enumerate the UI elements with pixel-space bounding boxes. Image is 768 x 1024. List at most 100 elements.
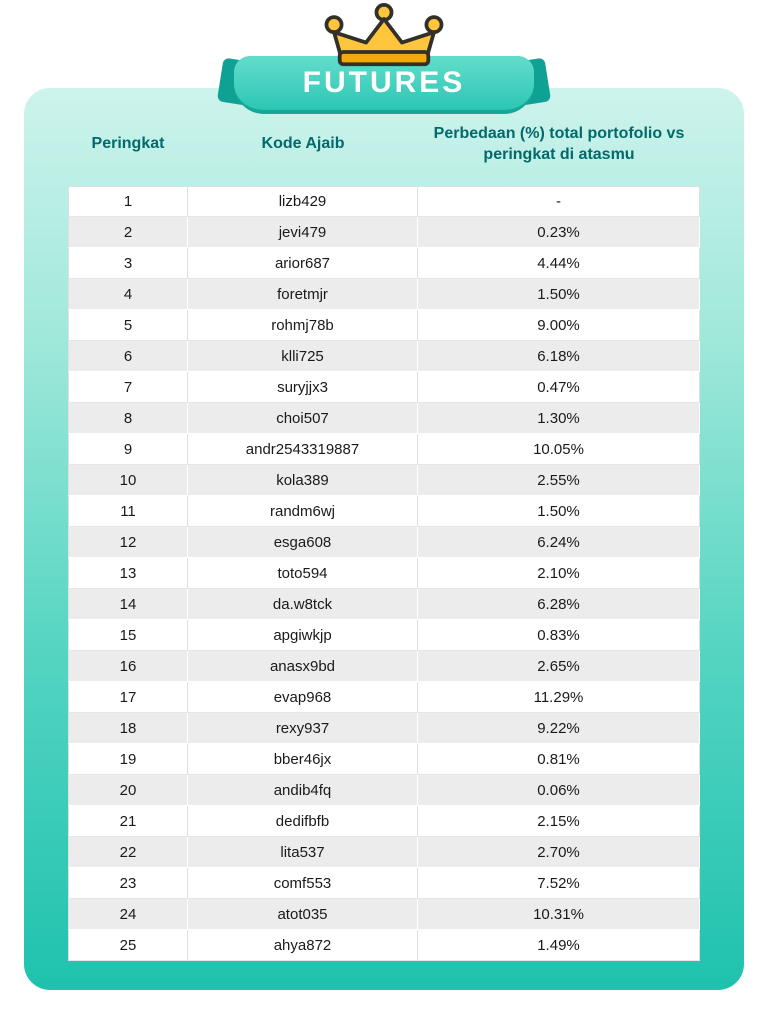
cell-diff: 0.23%	[418, 217, 700, 248]
table-row: 1 lizb429-	[68, 186, 700, 217]
cell-code: kola389	[188, 465, 418, 496]
table-row: 19 bber46jx 0.81%	[68, 744, 700, 775]
cell-code: esga608	[188, 527, 418, 558]
cell-diff: 10.31%	[418, 899, 700, 930]
cell-diff: 2.70%	[418, 837, 700, 868]
cell-diff: 10.05%	[418, 434, 700, 465]
table-header-row: Peringkat Kode Ajaib Perbedaan (%) total…	[68, 124, 700, 166]
cell-diff: 7.52%	[418, 868, 700, 899]
banner-title: FUTURES	[302, 66, 466, 99]
header-peringkat: Peringkat	[91, 135, 165, 153]
cell-code: evap968	[188, 682, 418, 713]
cell-code: dedifbfb	[188, 806, 418, 837]
cell-diff: 9.22%	[418, 713, 700, 744]
leaderboard-table: 1 lizb429-2 jevi479 0.23% 3 arior687 4.44% 4 for…	[68, 186, 700, 961]
cell-diff: 0.83%	[418, 620, 700, 651]
crown-icon	[309, 2, 459, 68]
cell-code: anasx9bd	[188, 651, 418, 682]
cell-code: foretmjr	[188, 279, 418, 310]
cell-rank: 8	[68, 403, 188, 434]
cell-rank: 13	[68, 558, 188, 589]
cell-diff: 0.06%	[418, 775, 700, 806]
header-kode-ajaib: Kode Ajaib	[261, 135, 345, 153]
cell-diff: 1.50%	[418, 496, 700, 527]
cell-rank: 23	[68, 868, 188, 899]
cell-diff: 1.50%	[418, 279, 700, 310]
table-row: 6 klli725 6.18%	[68, 341, 700, 372]
table-row: 16 anasx9bd 2.65%	[68, 651, 700, 682]
table-row: 24 atot035 10.31%	[68, 899, 700, 930]
table-row: 17 evap968 11.29%	[68, 682, 700, 713]
cell-rank: 20	[68, 775, 188, 806]
cell-rank: 2	[68, 217, 188, 248]
cell-code: rexy937	[188, 713, 418, 744]
cell-code: suryjjx3	[188, 372, 418, 403]
table-row: 5 rohmj78b 9.00%	[68, 310, 700, 341]
cell-rank: 6	[68, 341, 188, 372]
cell-rank: 3	[68, 248, 188, 279]
cell-rank: 1	[68, 186, 188, 217]
cell-code: arior687	[188, 248, 418, 279]
cell-code: lizb429	[188, 186, 418, 217]
cell-diff: 1.30%	[418, 403, 700, 434]
cell-rank: 18	[68, 713, 188, 744]
cell-code: da.w8tck	[188, 589, 418, 620]
cell-code: toto594	[188, 558, 418, 589]
table-row: 4 foretmjr 1.50%	[68, 279, 700, 310]
cell-rank: 12	[68, 527, 188, 558]
cell-code: andr2543319887	[188, 434, 418, 465]
table-row: 13 toto594 2.10%	[68, 558, 700, 589]
cell-code: rohmj78b	[188, 310, 418, 341]
cell-diff: 2.65%	[418, 651, 700, 682]
cell-rank: 19	[68, 744, 188, 775]
cell-code: andib4fq	[188, 775, 418, 806]
cell-diff: 2.55%	[418, 465, 700, 496]
table-row: 10 kola389 2.55%	[68, 465, 700, 496]
table-row: 7 suryjjx3 0.47%	[68, 372, 700, 403]
cell-diff: 2.10%	[418, 558, 700, 589]
cell-code: comf553	[188, 868, 418, 899]
cell-rank: 9	[68, 434, 188, 465]
cell-diff: 0.47%	[418, 372, 700, 403]
cell-diff: -	[418, 186, 700, 217]
table-row: 12 esga608 6.24%	[68, 527, 700, 558]
cell-diff: 6.18%	[418, 341, 700, 372]
banner-ribbon: FUTURES	[234, 56, 534, 114]
table-row: 21 dedifbfb 2.15%	[68, 806, 700, 837]
table-row: 2 jevi479 0.23%	[68, 217, 700, 248]
header-perbedaan: Perbedaan (%) total portofolio vs pering…	[433, 125, 685, 163]
cell-rank: 4	[68, 279, 188, 310]
table-row: 18 rexy937 9.22%	[68, 713, 700, 744]
cell-code: atot035	[188, 899, 418, 930]
cell-rank: 16	[68, 651, 188, 682]
cell-code: klli725	[188, 341, 418, 372]
cell-diff: 1.49%	[418, 930, 700, 961]
cell-code: jevi479	[188, 217, 418, 248]
leaderboard-card: Peringkat Kode Ajaib Perbedaan (%) total…	[24, 88, 744, 990]
cell-rank: 7	[68, 372, 188, 403]
table-row: 11 randm6wj 1.50%	[68, 496, 700, 527]
table-row: 9 andr2543319887 10.05%	[68, 434, 700, 465]
cell-rank: 17	[68, 682, 188, 713]
cell-rank: 5	[68, 310, 188, 341]
cell-rank: 22	[68, 837, 188, 868]
cell-rank: 15	[68, 620, 188, 651]
cell-rank: 24	[68, 899, 188, 930]
cell-diff: 4.44%	[418, 248, 700, 279]
cell-diff: 0.81%	[418, 744, 700, 775]
table-row: 15 apgiwkjp 0.83%	[68, 620, 700, 651]
table-row: 3 arior687 4.44%	[68, 248, 700, 279]
table-row: 20 andib4fq 0.06%	[68, 775, 700, 806]
cell-code: randm6wj	[188, 496, 418, 527]
cell-diff: 9.00%	[418, 310, 700, 341]
cell-code: choi507	[188, 403, 418, 434]
cell-rank: 14	[68, 589, 188, 620]
cell-diff: 11.29%	[418, 682, 700, 713]
cell-code: lita537	[188, 837, 418, 868]
cell-diff: 2.15%	[418, 806, 700, 837]
cell-code: apgiwkjp	[188, 620, 418, 651]
cell-diff: 6.28%	[418, 589, 700, 620]
cell-code: ahya872	[188, 930, 418, 961]
futures-banner: FUTURES	[216, 56, 552, 114]
cell-rank: 21	[68, 806, 188, 837]
